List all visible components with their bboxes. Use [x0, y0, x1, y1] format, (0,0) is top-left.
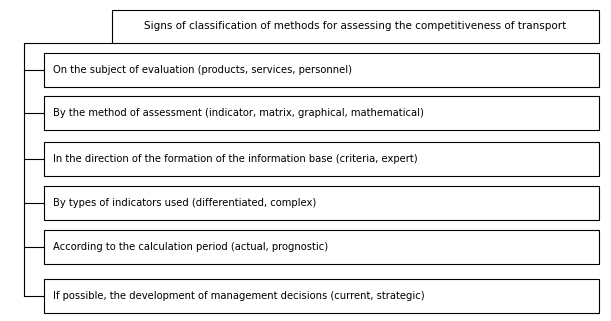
- Text: According to the calculation period (actual, prognostic): According to the calculation period (act…: [53, 242, 328, 252]
- Text: Signs of classification of methods for assessing the competitiveness of transpor: Signs of classification of methods for a…: [144, 22, 566, 31]
- FancyBboxPatch shape: [44, 96, 599, 130]
- FancyBboxPatch shape: [44, 186, 599, 220]
- Text: By types of indicators used (differentiated, complex): By types of indicators used (differentia…: [53, 198, 316, 208]
- FancyBboxPatch shape: [44, 230, 599, 264]
- FancyBboxPatch shape: [44, 279, 599, 313]
- Text: On the subject of evaluation (products, services, personnel): On the subject of evaluation (products, …: [53, 65, 352, 75]
- FancyBboxPatch shape: [44, 142, 599, 176]
- Text: In the direction of the formation of the information base (criteria, expert): In the direction of the formation of the…: [53, 154, 418, 164]
- FancyBboxPatch shape: [112, 10, 599, 43]
- Text: By the method of assessment (indicator, matrix, graphical, mathematical): By the method of assessment (indicator, …: [53, 108, 424, 118]
- FancyBboxPatch shape: [44, 53, 599, 87]
- Text: If possible, the development of management decisions (current, strategic): If possible, the development of manageme…: [53, 291, 425, 301]
